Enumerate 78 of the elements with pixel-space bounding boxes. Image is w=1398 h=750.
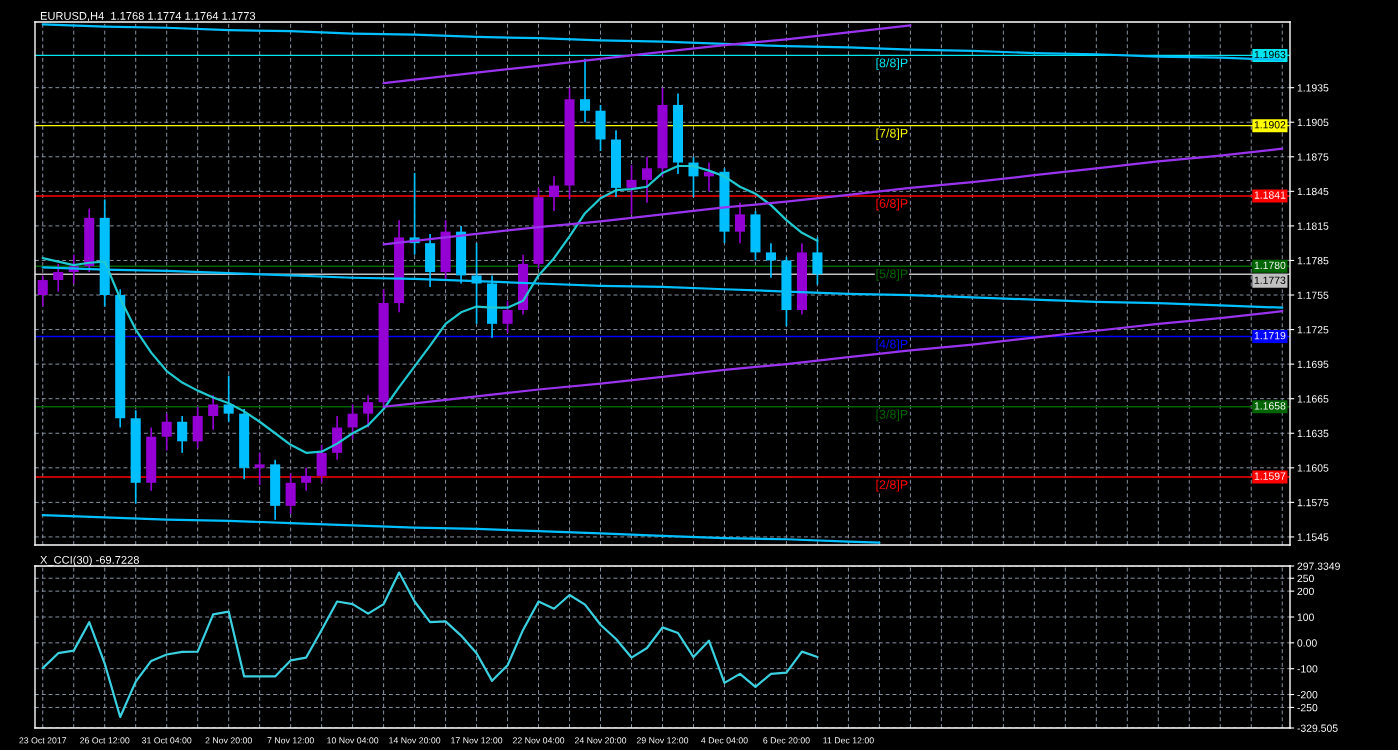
- candlestick: [347, 403, 358, 440]
- y-tick-label: 1.1785: [1297, 256, 1329, 265]
- candlestick: [254, 452, 265, 486]
- y-tick-label: -329.505: [1297, 724, 1338, 732]
- y-tick-label: 1.1665: [1297, 395, 1329, 403]
- x-tick-label: 10 Nov 04:00: [327, 737, 379, 744]
- candlestick: [161, 412, 172, 452]
- x-tick-label: 11 Dec 12:00: [823, 737, 874, 744]
- chart-title: EURUSD,H4 1.1768 1.1774 1.1764 1.1773: [40, 11, 256, 22]
- y-tick-label: 1.1815: [1297, 222, 1329, 230]
- chart-title: X_CCI(30) -69.7228: [40, 555, 139, 566]
- ref-line-label: 1.1773: [1254, 276, 1286, 284]
- candlestick: [53, 263, 64, 293]
- ref-line-label: 1.1658: [1254, 402, 1286, 410]
- x-tick-label: 2 Nov 20:00: [205, 737, 252, 744]
- ref-line-label: 1.1963: [1254, 50, 1286, 59]
- x-tick-label: 22 Nov 04:00: [512, 737, 565, 744]
- y-tick-label: 100: [1297, 613, 1314, 621]
- x-tick-label: 24 Nov 20:00: [574, 737, 627, 744]
- y-tick-label: 200: [1297, 587, 1314, 596]
- line-series: [382, 147, 1284, 246]
- candlestick: [734, 202, 745, 245]
- y-tick-label: -100: [1297, 665, 1318, 673]
- candlestick: [223, 374, 234, 423]
- candlestick: [502, 299, 513, 334]
- y-tick-label: 1.1635: [1297, 429, 1329, 438]
- y-tick-label: 1.1725: [1297, 326, 1329, 334]
- annotation: [4/8]P: [876, 339, 908, 351]
- x-tick-label: 26 Oct 12:00: [80, 737, 130, 744]
- candlestick: [641, 155, 653, 204]
- candlestick: [549, 175, 560, 212]
- y-tick-label: 1.1935: [1297, 84, 1329, 92]
- candlestick: [765, 242, 776, 279]
- candlestick: [316, 443, 327, 484]
- x-tick-label: 6 Dec 20:00: [763, 737, 810, 744]
- candlestick: [812, 236, 823, 286]
- annotation: [2/8]P: [876, 479, 908, 492]
- y-tick-label: 0.00: [1297, 639, 1317, 647]
- x-tick-label: 17 Nov 12:00: [451, 737, 503, 744]
- annotation: [8/8]P: [876, 58, 908, 70]
- annotation: [3/8]P: [876, 409, 908, 422]
- ref-line-label: 1.1841: [1254, 191, 1286, 199]
- candlestick: [285, 472, 296, 515]
- candlestick: [580, 58, 591, 124]
- annotation: [6/8]P: [876, 198, 908, 211]
- line-series: [382, 310, 1284, 408]
- annotation: [5/8]P: [876, 269, 908, 281]
- candlestick: [177, 415, 188, 454]
- ref-line-label: 1.1902: [1254, 121, 1286, 129]
- x-tick-label: 29 Nov 12:00: [636, 737, 689, 744]
- candlestick: [363, 394, 374, 429]
- y-tick-label: 250: [1297, 574, 1314, 583]
- ref-line-label: 1.1597: [1254, 472, 1286, 480]
- line-series: [382, 24, 912, 85]
- candlestick: [208, 394, 219, 431]
- x-tick-label: 14 Nov 20:00: [389, 737, 441, 744]
- line-series: [41, 571, 819, 719]
- ref-line-label: 1.1719: [1254, 331, 1286, 340]
- y-tick-label: 1.1875: [1297, 153, 1329, 161]
- x-tick-label: 31 Oct 04:00: [141, 737, 192, 744]
- y-tick-label: -200: [1297, 691, 1318, 699]
- y-tick-label: 1.1575: [1297, 498, 1329, 507]
- y-tick-label: 1.1755: [1297, 291, 1329, 299]
- y-tick-label: 1.1545: [1297, 533, 1329, 541]
- candlestick: [301, 466, 312, 492]
- y-tick-label: 297.3349: [1297, 562, 1340, 570]
- x-tick-label: 4 Dec 04:00: [701, 737, 748, 744]
- y-tick-label: 1.1845: [1297, 187, 1329, 196]
- y-tick-label: 1.1905: [1297, 118, 1329, 127]
- x-tick-label: 7 Nov 12:00: [267, 737, 314, 744]
- candlestick: [37, 274, 48, 308]
- x-tick-label: 23 Oct 2017: [19, 737, 67, 744]
- candlestick: [626, 164, 637, 216]
- annotation: [7/8]P: [876, 128, 908, 141]
- y-tick-label: -250: [1297, 703, 1318, 712]
- y-tick-label: 1.1605: [1297, 464, 1329, 472]
- ref-line-label: 1.1780: [1254, 261, 1286, 270]
- y-tick-label: 1.1695: [1297, 360, 1329, 369]
